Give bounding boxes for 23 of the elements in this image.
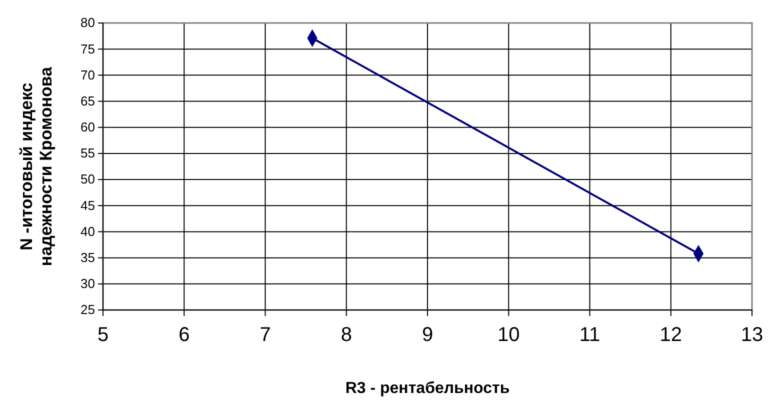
y-tick-label: 55	[80, 146, 95, 161]
x-tick-label: 11	[579, 324, 600, 346]
y-tick-label: 35	[80, 250, 95, 265]
y-tick-label: 70	[80, 67, 95, 82]
y-tick-label: 65	[80, 93, 95, 108]
y-tick-label: 45	[80, 198, 95, 213]
y-tick-label: 30	[80, 276, 95, 292]
x-tick-label: 10	[498, 324, 520, 346]
x-tick-label: 6	[178, 324, 190, 346]
y-tick-label: 75	[80, 41, 95, 56]
x-tick-label: 5	[97, 324, 109, 346]
y-axis-title: N -итоговый индекс надежности Кромонова	[17, 66, 56, 266]
y-tick-label: 60	[80, 120, 95, 135]
x-tick-label: 7	[260, 324, 271, 346]
x-tick-label: 8	[340, 324, 352, 346]
y-tick-label: 40	[80, 224, 95, 239]
y-tick-label: 25	[80, 302, 95, 318]
x-axis-title: R3 - рентабельность	[345, 380, 510, 397]
y-tick-label: 50	[80, 172, 95, 187]
x-tick-label: 9	[422, 324, 434, 346]
x-tick-label: 12	[660, 324, 682, 346]
y-tick-label: 80	[80, 15, 95, 30]
x-tick-label: 13	[740, 324, 764, 346]
